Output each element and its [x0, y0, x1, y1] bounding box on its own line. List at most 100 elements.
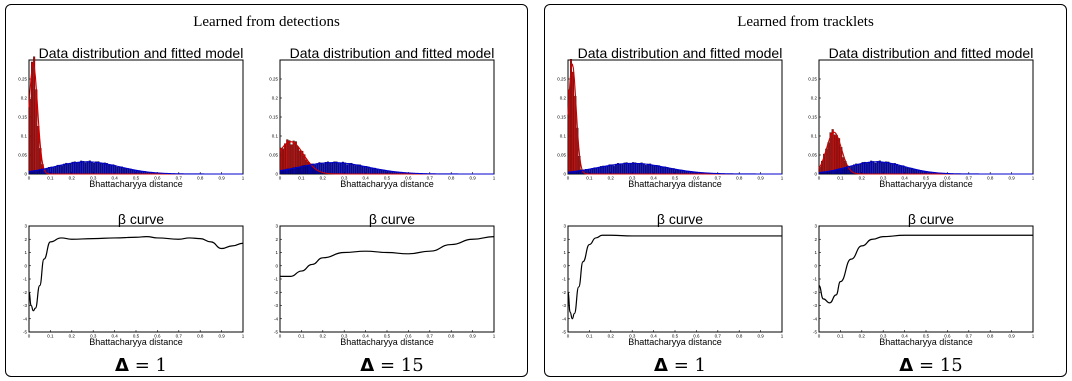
- x-tick-label: 0.6: [693, 176, 700, 181]
- y-tick-label: -1: [813, 277, 817, 282]
- histogram-bar: [853, 164, 856, 175]
- x-tick-label: 0.1: [47, 334, 54, 339]
- x-tick-label: 0.5: [672, 334, 679, 339]
- histogram-bar: [69, 163, 72, 175]
- x-tick-label: 0.9: [469, 176, 476, 181]
- x-tick-label: 0.3: [341, 334, 348, 339]
- y-tick-label: 0.25: [18, 77, 27, 82]
- histogram-bar: [638, 163, 641, 175]
- histogram-bar: [870, 160, 873, 175]
- histogram-bar: [348, 163, 351, 175]
- y-tick-label: -3: [562, 303, 566, 308]
- x-tick-label: 0.7: [715, 334, 722, 339]
- beta-curve-line: [567, 234, 782, 320]
- histogram-bar: [88, 160, 91, 175]
- y-tick-label: 0: [24, 172, 27, 177]
- fitted-model-line: [818, 161, 1033, 175]
- beta-curve-line: [818, 234, 1033, 304]
- y-tick-label: 0: [563, 172, 566, 177]
- histogram-bar: [28, 98, 31, 175]
- x-tick-label: 0.1: [586, 176, 593, 181]
- histogram-bar: [644, 164, 647, 175]
- histogram-bar: [337, 163, 340, 175]
- histogram-bar: [859, 163, 862, 175]
- histogram-bar: [619, 163, 622, 175]
- delta-label: Δ = 15: [292, 355, 492, 376]
- x-tick-label: 0.5: [923, 334, 930, 339]
- x-tick-label: 0.7: [715, 176, 722, 181]
- beta-title: β curve: [656, 211, 704, 227]
- delta-symbol: Δ: [654, 355, 668, 376]
- y-tick-label: 0.15: [18, 115, 27, 120]
- histogram-bar: [90, 161, 93, 175]
- x-tick-label: 0.1: [47, 176, 54, 181]
- histogram-bar: [632, 162, 635, 175]
- histogram-bar: [861, 162, 864, 175]
- x-tick-label: 1: [1032, 334, 1035, 339]
- y-tick-label: 0.05: [808, 153, 817, 158]
- histogram-bar: [97, 161, 100, 175]
- histogram-bar: [642, 163, 645, 175]
- histogram-bar: [341, 161, 344, 175]
- x-tick-label: 0: [279, 334, 282, 339]
- histogram-bar: [82, 160, 85, 175]
- x-tick-label: 0.8: [736, 334, 743, 339]
- histogram-bar: [827, 142, 830, 175]
- histogram-bar: [915, 169, 918, 175]
- y-tick-label: 0.1: [21, 134, 28, 139]
- histogram-bar: [73, 161, 76, 175]
- histogram-bar: [67, 163, 70, 175]
- x-tick-label: 0.9: [469, 334, 476, 339]
- x-tick-label: 0.3: [880, 334, 887, 339]
- delta-value: = 1: [134, 355, 167, 376]
- x-tick-label: 0: [567, 334, 570, 339]
- y-tick-label: 0.2: [811, 96, 818, 101]
- histogram-bar: [597, 167, 600, 175]
- y-tick-label: 3: [275, 224, 278, 229]
- x-tick-label: 0.8: [987, 334, 994, 339]
- y-tick-label: -4: [23, 316, 27, 321]
- histogram-bar: [311, 163, 314, 175]
- histogram-bar: [868, 161, 871, 175]
- delta-symbol: Δ: [115, 355, 129, 376]
- histogram-bar: [78, 162, 81, 175]
- histogram-bar: [668, 168, 671, 175]
- y-tick-label: 3: [814, 224, 817, 229]
- histogram-bar: [103, 162, 106, 175]
- fitted-model-line: [279, 162, 494, 175]
- histogram-bar: [363, 166, 366, 175]
- panel-title: Learned from tracklets: [737, 14, 874, 30]
- y-tick-label: 1: [275, 250, 278, 255]
- histogram-bar: [627, 163, 630, 175]
- hist-title: Data distribution and fitted model: [828, 45, 1034, 61]
- histogram-chart: 0 0.1 0.2 0.3 0.4 0.5 0.6 0.7 0.8 0.9 1 0 0.05 0.1 0.1…: [18, 56, 245, 189]
- y-tick-label: 1: [563, 250, 566, 255]
- x-tick-label: 0.5: [384, 176, 391, 181]
- x-tick-label: 0.1: [298, 176, 305, 181]
- histogram-bar: [290, 168, 293, 175]
- histogram-bar: [649, 163, 652, 175]
- histogram-bar: [80, 160, 83, 175]
- histogram-bar: [322, 163, 325, 175]
- histogram-bar: [625, 162, 628, 175]
- histogram-bar: [835, 135, 838, 175]
- x-axis-label: Bhattacharyya distance: [879, 337, 973, 347]
- histogram-bar: [636, 163, 639, 175]
- x-axis-label: Bhattacharyya distance: [340, 179, 434, 189]
- x-tick-label: 0.6: [944, 176, 951, 181]
- histogram-bar: [874, 162, 877, 175]
- histogram-bar: [86, 161, 89, 175]
- y-tick-label: 0: [275, 263, 278, 268]
- histogram-bar: [344, 162, 347, 175]
- histogram-bar: [898, 165, 901, 175]
- y-tick-label: -4: [562, 316, 566, 321]
- histogram-bar: [634, 162, 637, 175]
- plot-frame: [279, 59, 495, 175]
- x-tick-label: 0: [28, 334, 31, 339]
- hist-title: Data distribution and fitted model: [577, 45, 783, 61]
- histogram-bar: [101, 163, 104, 175]
- histogram-bar: [110, 164, 113, 175]
- histogram-bar: [606, 165, 609, 175]
- x-tick-label: 0.4: [362, 334, 369, 339]
- delta-value: = 15: [918, 355, 963, 376]
